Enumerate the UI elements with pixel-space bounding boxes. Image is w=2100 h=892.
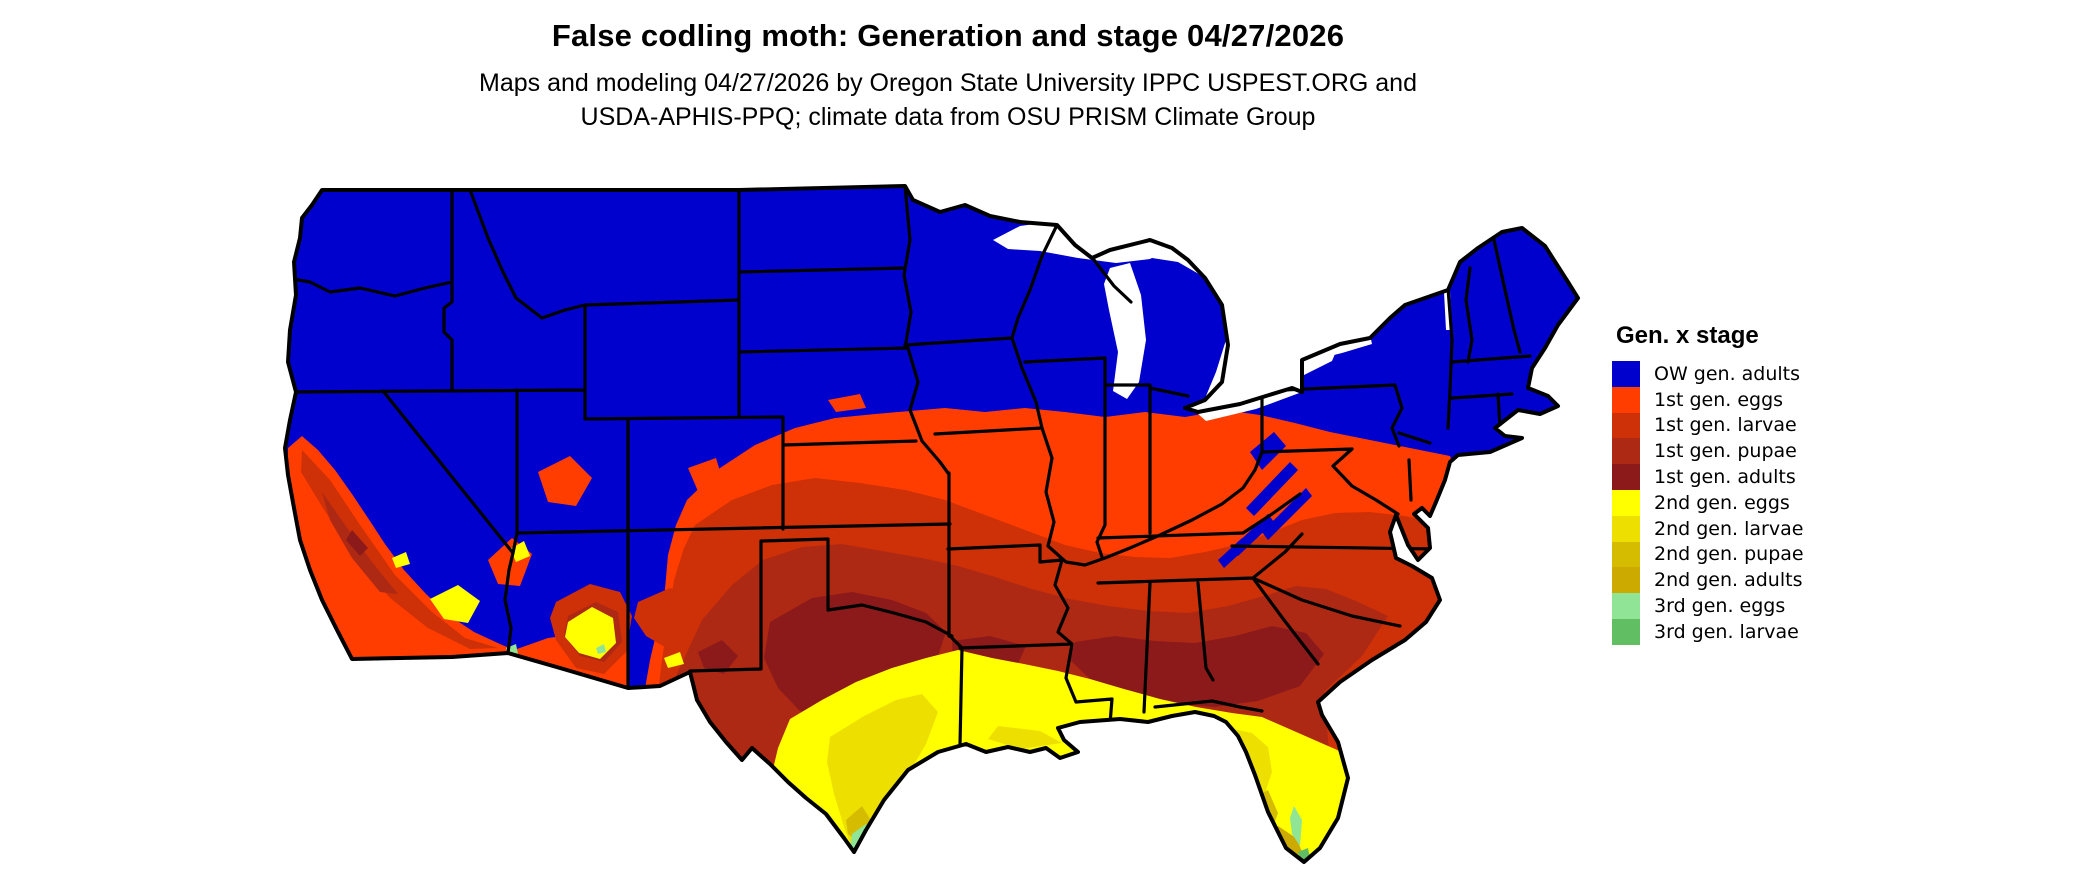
map-title: False codling moth: Generation and stage…	[551, 18, 1345, 53]
region-3rd-gen-larvae	[858, 848, 1310, 862]
legend-swatch-1st-pupae	[1612, 438, 1640, 465]
legend-item: 3rd gen. larvae	[1612, 618, 1804, 645]
legend: Gen. x stage OW gen. adults 1st gen. egg…	[1612, 322, 1804, 645]
legend-label: OW gen. adults	[1654, 362, 1801, 385]
legend-swatch-1st-eggs	[1612, 386, 1640, 413]
map-subtitle-line2: USDA-APHIS-PPQ; climate data from OSU PR…	[580, 103, 1316, 131]
legend-item: OW gen. adults	[1612, 361, 1804, 387]
legend-item: 2nd gen. eggs	[1612, 489, 1804, 516]
region-1st-gen-adults	[346, 530, 1324, 719]
legend-item: 2nd gen. larvae	[1612, 515, 1804, 542]
legend-title: Gen. x stage	[1616, 322, 1759, 349]
legend-item: 1st gen. larvae	[1612, 412, 1804, 439]
legend-label: 1st gen. adults	[1654, 466, 1796, 489]
region-appalachian-blue-streaks	[1218, 432, 1312, 568]
legend-label: 1st gen. pupae	[1654, 440, 1797, 463]
legend-label: 1st gen. eggs	[1654, 388, 1784, 411]
legend-label: 2nd gen. larvae	[1654, 517, 1804, 540]
legend-label: 3rd gen. eggs	[1654, 595, 1786, 618]
legend-label: 2nd gen. adults	[1654, 569, 1803, 592]
national-boundary	[283, 184, 1580, 864]
state-borders	[285, 186, 1532, 747]
legend-item: 2nd gen. pupae	[1612, 541, 1804, 568]
legend-swatch-2nd-larvae	[1612, 515, 1640, 542]
legend-swatch-2nd-pupae	[1612, 541, 1640, 568]
legend-item: 1st gen. adults	[1612, 464, 1804, 490]
legend-swatch-3rd-larvae	[1612, 618, 1640, 645]
map-subtitle-line1: Maps and modeling 04/27/2026 by Oregon S…	[479, 69, 1417, 97]
legend-item: 1st gen. pupae	[1612, 438, 1804, 465]
legend-label: 1st gen. larvae	[1654, 414, 1797, 437]
legend-swatch-1st-adults	[1612, 464, 1640, 490]
legend-swatch-2nd-eggs	[1612, 489, 1640, 516]
legend-swatch-1st-larvae	[1612, 412, 1640, 439]
legend-item: 3rd gen. eggs	[1612, 593, 1804, 619]
region-2nd-gen-pupae	[846, 790, 1278, 854]
legend-item: 1st gen. eggs	[1612, 386, 1804, 413]
map-subtitle: Maps and modeling 04/27/2026 by Oregon S…	[0, 66, 1896, 134]
legend-label: 3rd gen. larvae	[1654, 620, 1799, 643]
legend-label: 2nd gen. pupae	[1654, 543, 1804, 566]
legend-label: 2nd gen. eggs	[1654, 491, 1790, 514]
legend-swatch-3rd-eggs	[1612, 593, 1640, 619]
header: False codling moth: Generation and stage…	[0, 0, 1896, 134]
legend-swatch-2nd-adults	[1612, 567, 1640, 594]
legend-swatch-ow-adults	[1612, 361, 1640, 387]
legend-item: 2nd gen. adults	[1612, 567, 1804, 594]
